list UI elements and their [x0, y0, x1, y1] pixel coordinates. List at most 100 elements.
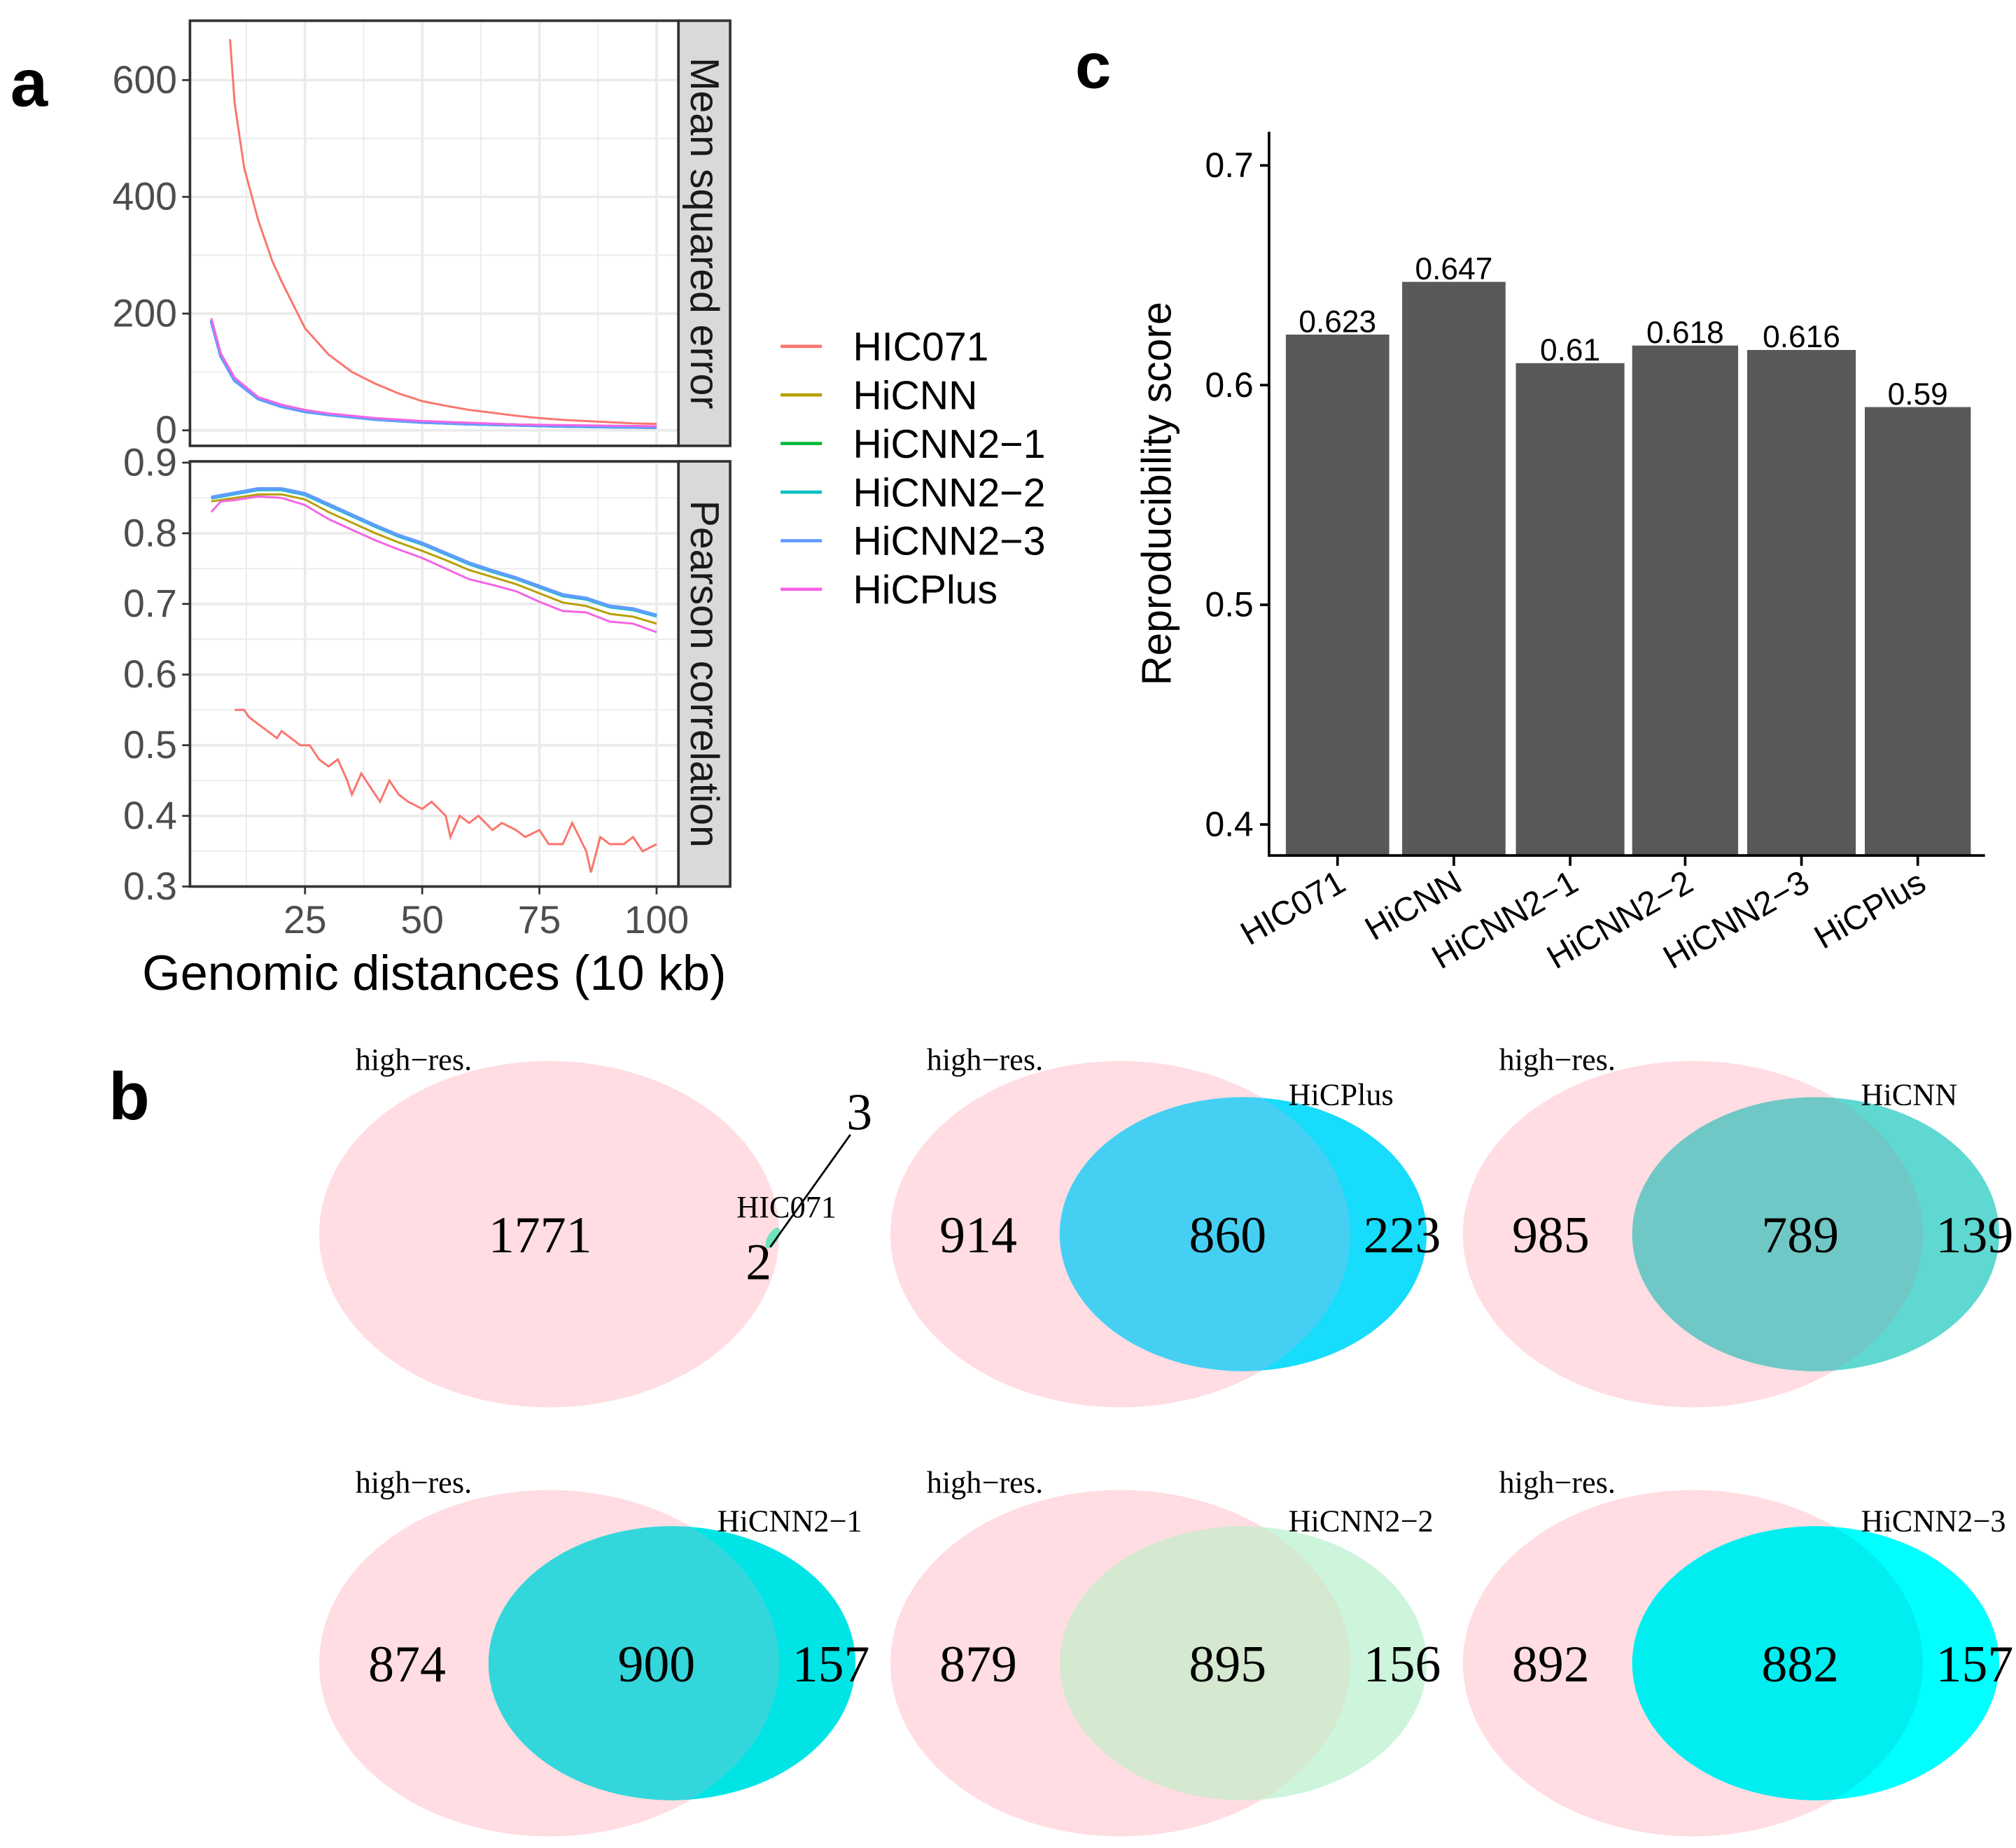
y-tick-label: 0 — [155, 408, 177, 451]
venn-set-high-res — [319, 1060, 780, 1408]
bar-value-label: 0.61 — [1540, 333, 1600, 368]
venn-count-only-right: 156 — [1364, 1635, 1441, 1693]
y-tick-label: 600 — [113, 58, 177, 102]
bar-value-label: 0.618 — [1646, 316, 1724, 350]
panel-c-bar-chart: 0.623HIC0710.647HiCNN0.61HiCNN2−10.618Hi… — [1134, 132, 1985, 976]
y-tick-label: 0.7 — [1205, 146, 1253, 185]
facet-strip-label: Pearson correlation — [682, 500, 727, 848]
venn-set-label-left: high−res. — [1499, 1465, 1616, 1499]
bar — [1632, 345, 1739, 856]
venn-set-label-right: HiCPlus — [1289, 1077, 1394, 1112]
venn-set-hic071 — [765, 1227, 780, 1249]
series-line-hicplus — [210, 495, 657, 634]
y-tick-label: 0.6 — [1205, 365, 1253, 405]
panel-b-venn-diagrams: 1771 2 3 HIC071 high−res. 914 860 223 HiCPlus hig… — [319, 1043, 2013, 1837]
venn-count-overlap: 882 — [1761, 1635, 1839, 1693]
venn-set-label-right: HiCNN2−1 — [718, 1504, 862, 1539]
legend-label: HiCNN2−3 — [853, 519, 1045, 564]
venn-leader-line — [769, 1134, 851, 1248]
facet-strip — [677, 460, 732, 888]
venn-diagram-hicnn: 985 789 139 HiCNN high−res. — [1462, 1043, 2014, 1408]
y-tick-label: 200 — [113, 291, 177, 335]
series-line-hicnn2-3 — [209, 321, 657, 429]
venn-set-label-right: HIC071 — [736, 1190, 836, 1224]
y-tick-label: 0.4 — [123, 794, 177, 837]
x-tick-label: HiCPlus — [1808, 864, 1932, 957]
y-tick-label: 0.7 — [123, 582, 177, 625]
x-tick-label: HIC071 — [1235, 864, 1352, 953]
y-tick-label: 400 — [113, 175, 177, 218]
legend-label: HiCNN — [853, 373, 977, 418]
venn-count-only-left: 985 — [1512, 1206, 1590, 1264]
venn-count-only-left: 1771 — [489, 1206, 592, 1264]
venn-set-label-left: high−res. — [356, 1043, 472, 1077]
venn-count-only-right: 157 — [1936, 1635, 2014, 1693]
venn-set-label-right: HiCNN2−3 — [1861, 1504, 2005, 1539]
facet-strip — [677, 19, 732, 447]
plot-background — [190, 20, 679, 446]
x-tick-label: 50 — [400, 898, 444, 941]
venn-diagram-hicnn2−2: 879 895 156 HiCNN2−2 high−res. — [890, 1465, 1441, 1837]
venn-count-only-right: 139 — [1936, 1206, 2014, 1264]
panel-label-c: c — [1075, 29, 1111, 102]
venn-diagram-hicnn2−3: 892 882 157 HiCNN2−3 high−res. — [1462, 1465, 2014, 1837]
series-line-hicnn2-3 — [211, 486, 657, 617]
venn-count-overlap: 895 — [1189, 1635, 1266, 1693]
bar-value-label: 0.616 — [1763, 320, 1840, 354]
panel-label-b: b — [108, 1059, 150, 1134]
y-tick-label: 0.8 — [123, 511, 177, 554]
venn-set-label-left: high−res. — [927, 1465, 1043, 1499]
venn-set-label-left: high−res. — [1499, 1043, 1616, 1077]
series-line-hicnn — [211, 493, 657, 625]
legend-label: HiCNN2−1 — [853, 422, 1045, 467]
x-tick-label: 25 — [284, 898, 327, 941]
y-tick-label: 0.5 — [123, 723, 177, 766]
x-tick-label: 100 — [624, 898, 689, 941]
bar — [1747, 349, 1856, 856]
y-tick-label: 0.3 — [123, 864, 177, 908]
venn-count-only-left: 914 — [939, 1206, 1017, 1264]
series-line-hicplus — [210, 318, 657, 428]
panel-label-a: a — [10, 46, 48, 120]
bar — [1865, 407, 1971, 856]
venn-count-only-left: 892 — [1512, 1635, 1590, 1693]
series-line-hic071 — [234, 708, 657, 873]
venn-set-label-left: high−res. — [927, 1043, 1043, 1077]
y-tick-label: 0.5 — [1205, 585, 1253, 624]
venn-count-only-right: 223 — [1364, 1206, 1441, 1264]
venn-count-overlap: 900 — [617, 1635, 695, 1693]
venn-count-only-right: 157 — [792, 1635, 870, 1693]
venn-count-only-left: 874 — [368, 1635, 446, 1693]
legend-label: HiCNN2−2 — [853, 470, 1045, 515]
bar-value-label: 0.59 — [1888, 377, 1948, 412]
series-line-hic071 — [229, 39, 657, 426]
venn-diagram-hicplus: 914 860 223 HiCPlus high−res. — [890, 1043, 1441, 1408]
venn-set-label-left: high−res. — [356, 1465, 472, 1499]
y-tick-label: 0.9 — [123, 440, 177, 484]
venn-set-label-right: HiCNN — [1861, 1077, 1957, 1112]
facet-mse: 0 200 400 600 Mean squared error — [113, 19, 732, 451]
bar — [1402, 281, 1506, 856]
y-axis-title: Reproducibility score — [1134, 302, 1180, 685]
bar — [1516, 363, 1625, 856]
y-tick-label: 0.6 — [123, 652, 177, 696]
venn-diagram-hic071: 1771 2 3 HIC071 high−res. — [319, 1043, 872, 1408]
x-tick-label: 75 — [518, 898, 561, 941]
venn-count-overlap: 2 — [746, 1233, 771, 1291]
venn-count-only-right: 3 — [846, 1084, 872, 1141]
facet-strip-label: Mean squared error — [682, 57, 727, 410]
bar-value-label: 0.623 — [1298, 304, 1376, 339]
venn-count-overlap: 860 — [1189, 1206, 1266, 1264]
panel-a-legend: HIC071HiCNNHiCNN2−1HiCNN2−2HiCNN2−3HiCPl… — [780, 325, 1046, 612]
panel-a-line-chart: 0 200 400 600 Mean squared error 0.3 0.4 0.5 0.6… — [113, 19, 732, 1000]
facet-pearson: 0.3 0.4 0.5 0.6 0.7 0.8 0.9 Pearson correlation — [123, 440, 732, 908]
legend-label: HiCPlus — [853, 568, 997, 612]
x-axis-title: Genomic distances (10 kb) — [142, 945, 726, 1000]
venn-count-only-left: 879 — [939, 1635, 1017, 1693]
bar — [1285, 334, 1390, 856]
bar-value-label: 0.647 — [1415, 252, 1492, 286]
y-tick-label: 0.4 — [1205, 804, 1253, 844]
venn-diagram-hicnn2−1: 874 900 157 HiCNN2−1 high−res. — [319, 1465, 870, 1837]
venn-count-overlap: 789 — [1761, 1206, 1839, 1264]
